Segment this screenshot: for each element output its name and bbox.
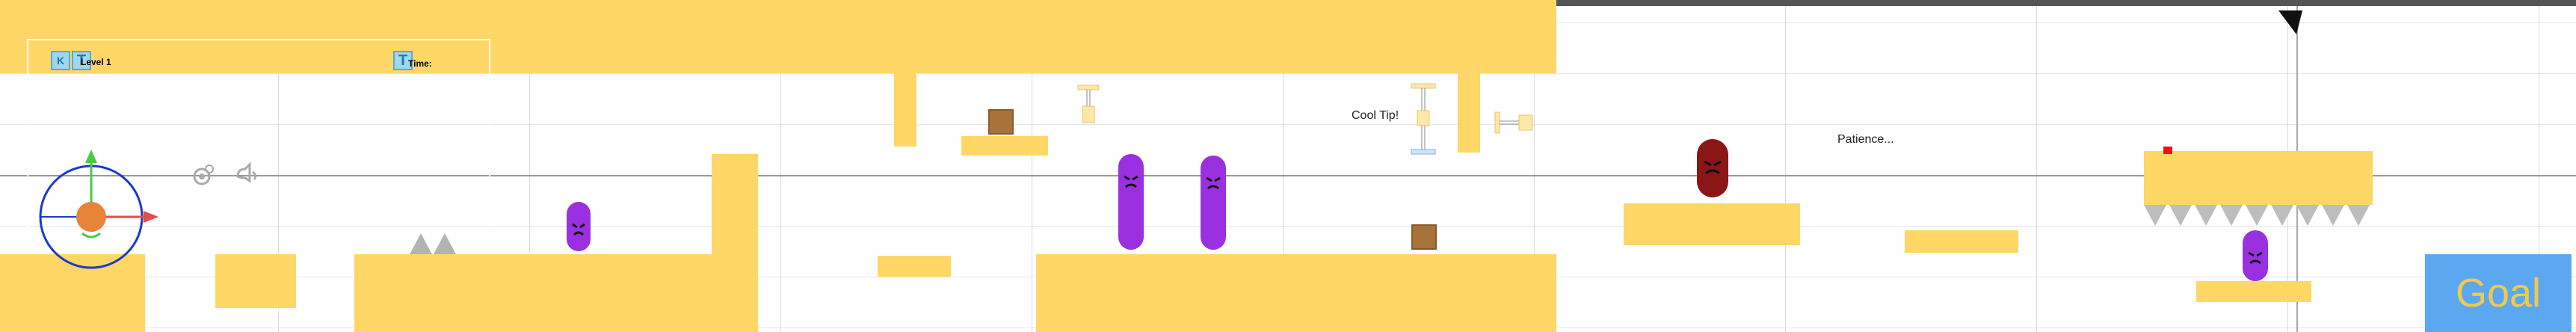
spike-icon: [2195, 205, 2217, 226]
enemy-pill-dark: [1697, 139, 1728, 197]
enemy-pill: [1118, 154, 1144, 250]
piston-icon: [1411, 83, 1436, 155]
angry-face-icon: [1124, 175, 1138, 188]
audio-icon: [236, 162, 257, 183]
floating-platform: [1624, 203, 1800, 245]
enemy-pill: [1201, 156, 1226, 250]
crate-icon: [988, 109, 1014, 135]
angry-face-icon: [572, 223, 585, 236]
floating-platform: [2196, 281, 2311, 302]
scene-horizontal-axis: [0, 175, 2576, 176]
flag-pointer-icon: [2278, 10, 2302, 34]
spike-icon: [2220, 205, 2243, 226]
switch-button: [2163, 147, 2172, 154]
player-ball-icon: [76, 202, 106, 232]
spike-icon: [2296, 205, 2319, 226]
spike-icon: [2246, 205, 2268, 226]
floor-platform: [0, 254, 145, 332]
camera-icon: [193, 165, 214, 185]
floor-platform: [1036, 254, 1556, 332]
spike-icon: [2144, 205, 2166, 226]
angry-face-icon: [2248, 251, 2263, 265]
spike-ceiling-platform: [2144, 151, 2373, 205]
goal-zone: Goal: [2425, 254, 2572, 332]
crate-icon: [1411, 224, 1437, 250]
spike-icon: [2169, 205, 2192, 226]
hanging-pillar: [894, 73, 916, 147]
hud-key-icon: K: [51, 51, 70, 70]
ceiling-platform: [0, 0, 1556, 73]
hud-text-icon: T: [72, 51, 91, 70]
floating-platform: [961, 136, 1048, 156]
piston-icon: [1494, 111, 1533, 134]
spike-icon: [2322, 205, 2344, 226]
spike-icon: [2347, 205, 2370, 226]
angry-face-icon: [1206, 176, 1221, 190]
floor-platform: [354, 254, 758, 332]
spike-icon: [410, 233, 432, 254]
level-label: Level 1: [81, 57, 111, 67]
wall-pillar: [712, 154, 758, 332]
time-label: Time:: [408, 58, 432, 69]
spike-icon: [2271, 205, 2293, 226]
move-gizmo-icon[interactable]: [30, 147, 164, 271]
small-step-platform: [878, 256, 951, 277]
enemy-pill: [2243, 230, 2268, 281]
scene-top-border: [1556, 0, 2576, 6]
spike-icon: [434, 233, 456, 254]
patience-text: Patience...: [1837, 133, 1894, 146]
piston-icon: [1077, 84, 1100, 123]
floor-platform: [215, 254, 296, 308]
angry-face-icon: [1704, 160, 1722, 175]
hanging-pillar: [1458, 73, 1480, 153]
camera-frame: [27, 39, 490, 311]
tip-text: Cool Tip!: [1352, 109, 1399, 122]
hud-timer-icon: T: [393, 51, 413, 70]
enemy-pill: [567, 202, 591, 251]
floating-platform: [1905, 230, 2018, 253]
